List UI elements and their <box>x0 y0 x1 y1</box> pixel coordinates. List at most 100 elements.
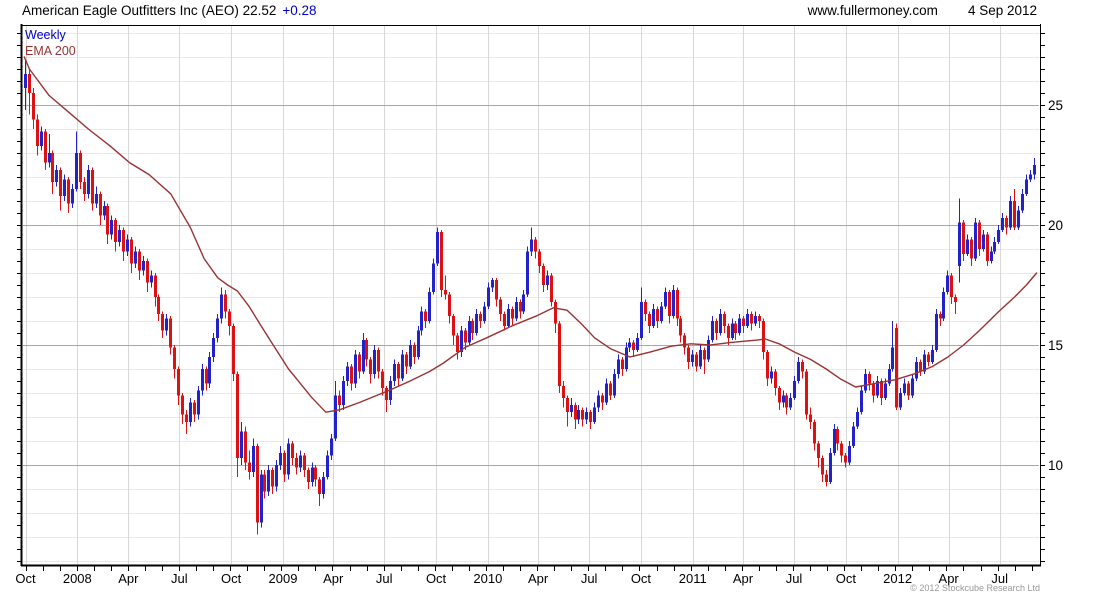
candle-down <box>986 234 989 261</box>
candle-up <box>373 349 376 374</box>
candle-down <box>193 402 196 415</box>
candle-up <box>299 455 302 468</box>
candle-up <box>279 453 282 465</box>
candle-up <box>1001 217 1004 230</box>
candle-up <box>507 309 510 326</box>
y-axis-label: 15 <box>1048 338 1063 353</box>
candle-up <box>240 431 243 458</box>
axis-labels: 25 20 15 10 Oct 2008 Apr Jul Oct 2009 Apr Jul Oct 201… <box>15 98 1063 586</box>
candle-up <box>974 222 977 259</box>
candle-up <box>150 275 153 283</box>
candle-up <box>142 261 145 271</box>
candle-up <box>208 357 211 384</box>
candle-up <box>1009 201 1012 228</box>
candle-down <box>758 316 761 321</box>
candle-up <box>946 275 949 293</box>
candle-up <box>707 340 710 360</box>
ema-line-group <box>23 56 1038 413</box>
candle-up <box>322 477 325 494</box>
candle-down <box>970 239 973 259</box>
candle-down <box>307 469 310 482</box>
candle-up <box>311 467 314 482</box>
x-axis-label: 2008 <box>63 571 92 586</box>
candle-down <box>228 311 231 326</box>
candle-down <box>950 275 953 297</box>
x-axis-label: Apr <box>733 571 754 586</box>
candle-down <box>291 443 294 458</box>
candle-up <box>829 453 832 482</box>
candle-up <box>884 383 887 398</box>
candle-up <box>672 289 675 317</box>
candle-up <box>1021 193 1024 211</box>
x-axis-label: 2011 <box>679 571 707 586</box>
candle-down <box>534 239 537 252</box>
candle-down <box>656 309 659 321</box>
candle-down <box>785 395 788 408</box>
candle-up <box>417 330 420 357</box>
candle-up <box>746 313 749 326</box>
x-axis-label: Apr <box>939 571 960 586</box>
x-axis-label: Oct <box>426 571 447 586</box>
candle-down <box>452 316 455 336</box>
candle-down <box>962 222 965 254</box>
candle-down <box>880 381 883 398</box>
candle-up <box>876 381 879 396</box>
candle-up <box>530 239 533 252</box>
candle-up <box>287 443 290 475</box>
x-axis-label: Apr <box>528 571 549 586</box>
candle-up <box>997 229 1000 242</box>
candle-up <box>95 193 98 204</box>
website-label: www.fullermoney.com <box>807 3 938 18</box>
candle-up <box>71 189 74 204</box>
candle-up <box>1025 179 1028 194</box>
candle-down <box>154 275 157 297</box>
axes-and-ticks <box>17 24 1045 571</box>
candle-down <box>44 131 47 163</box>
candle-down <box>558 323 561 386</box>
candle-up <box>990 251 993 261</box>
candle-up <box>899 393 902 408</box>
candle-down <box>715 321 718 333</box>
candle-up <box>87 169 90 194</box>
candle-down <box>503 313 506 326</box>
candle-down <box>703 349 706 360</box>
candle-down <box>519 301 522 312</box>
candle-up <box>577 409 580 420</box>
candle-up <box>640 301 643 338</box>
candle-up <box>852 426 855 446</box>
candle-up <box>731 323 734 338</box>
x-axis-label: Oct <box>15 571 36 586</box>
candle-up <box>354 354 357 384</box>
candle-up <box>24 73 27 89</box>
candle-down <box>169 318 172 348</box>
candle-down <box>821 457 824 475</box>
candle-up <box>201 369 204 391</box>
candle-down <box>464 330 467 343</box>
candle-up <box>664 292 667 307</box>
candle-down <box>130 239 133 264</box>
candle-up <box>942 292 945 319</box>
candle-down <box>263 474 266 492</box>
candle-up <box>487 287 490 307</box>
candle-down <box>499 299 502 314</box>
major-gridlines <box>23 105 1039 466</box>
candle-down <box>444 289 447 295</box>
candle-up <box>260 474 263 523</box>
candle-up <box>935 313 938 350</box>
candle-down <box>778 388 781 403</box>
candle-up <box>625 347 628 369</box>
candle-up <box>401 354 404 379</box>
candle-down <box>248 462 251 473</box>
ema-200-line <box>23 56 1038 413</box>
candle-down <box>734 323 737 333</box>
candle-down <box>350 366 353 384</box>
candle-down <box>377 349 380 372</box>
candle-down <box>83 181 86 194</box>
candle-down <box>919 361 922 372</box>
x-axis-label: 2010 <box>473 571 502 586</box>
candle-up <box>782 395 785 403</box>
candle-down <box>479 313 482 321</box>
candle-down <box>609 383 612 396</box>
candle-up <box>267 469 270 492</box>
candle-up <box>848 445 851 463</box>
